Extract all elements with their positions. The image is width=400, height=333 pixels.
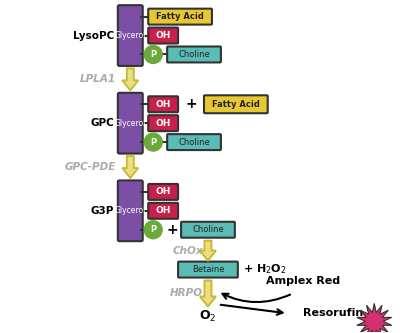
FancyBboxPatch shape	[181, 222, 235, 238]
Text: +: +	[185, 97, 197, 111]
Text: OH: OH	[156, 187, 171, 196]
Text: HRPO: HRPO	[170, 288, 203, 298]
Circle shape	[144, 221, 162, 239]
Text: LPLA1: LPLA1	[80, 74, 116, 84]
Circle shape	[144, 133, 162, 151]
FancyBboxPatch shape	[148, 203, 178, 219]
Text: O$_2$: O$_2$	[199, 309, 217, 324]
Text: Resorufin: Resorufin	[302, 308, 363, 318]
FancyArrow shape	[200, 241, 216, 261]
Text: Choline: Choline	[178, 138, 210, 147]
FancyBboxPatch shape	[148, 28, 178, 44]
Text: GPC-PDE: GPC-PDE	[65, 162, 116, 172]
FancyBboxPatch shape	[118, 180, 143, 241]
FancyBboxPatch shape	[118, 93, 143, 154]
FancyBboxPatch shape	[167, 47, 221, 62]
FancyBboxPatch shape	[148, 115, 178, 131]
Text: Glycerol: Glycerol	[115, 119, 146, 128]
Text: Glycerol: Glycerol	[115, 31, 146, 40]
Text: Fatty Acid: Fatty Acid	[212, 100, 260, 109]
Text: OH: OH	[156, 206, 171, 215]
Text: ChOx: ChOx	[172, 246, 203, 256]
FancyBboxPatch shape	[178, 262, 238, 277]
Text: + H$_2$O$_2$: + H$_2$O$_2$	[243, 263, 286, 276]
FancyBboxPatch shape	[204, 95, 268, 113]
Text: G3P: G3P	[91, 206, 114, 216]
Text: OH: OH	[156, 100, 171, 109]
FancyBboxPatch shape	[118, 5, 143, 66]
Text: +: +	[166, 223, 178, 237]
Text: Choline: Choline	[192, 225, 224, 234]
FancyArrow shape	[200, 280, 216, 306]
FancyBboxPatch shape	[148, 96, 178, 112]
Text: OH: OH	[156, 119, 171, 128]
Circle shape	[144, 46, 162, 63]
FancyBboxPatch shape	[148, 9, 212, 25]
Text: OH: OH	[156, 31, 171, 40]
Polygon shape	[357, 303, 392, 333]
Text: Betaine: Betaine	[192, 265, 224, 274]
FancyBboxPatch shape	[148, 184, 178, 200]
Text: Amplex Red: Amplex Red	[266, 275, 340, 285]
Text: P: P	[150, 50, 156, 59]
Text: Choline: Choline	[178, 50, 210, 59]
FancyArrow shape	[122, 68, 138, 90]
FancyArrow shape	[122, 156, 138, 178]
FancyBboxPatch shape	[167, 134, 221, 150]
Text: P: P	[150, 138, 156, 147]
Text: Glycerol: Glycerol	[115, 206, 146, 215]
Text: P: P	[150, 225, 156, 234]
Text: LysoPC: LysoPC	[73, 31, 114, 41]
Text: GPC: GPC	[91, 118, 114, 128]
Text: Fatty Acid: Fatty Acid	[156, 12, 204, 21]
